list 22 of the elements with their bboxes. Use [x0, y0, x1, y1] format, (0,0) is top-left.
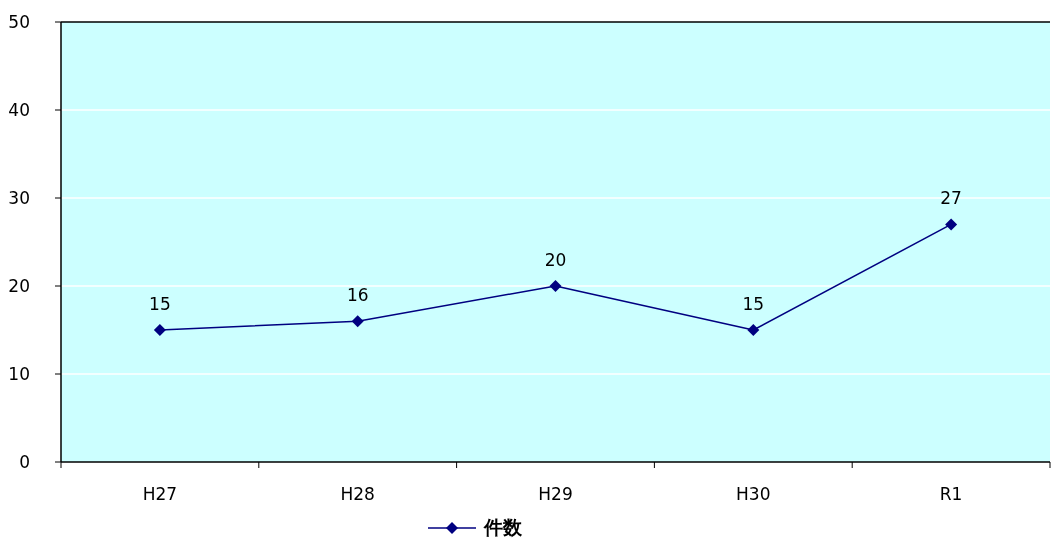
x-tick-label: H29	[538, 484, 573, 504]
y-tick-label: 10	[8, 364, 30, 384]
y-tick-label: 20	[8, 276, 30, 296]
data-label: 15	[742, 294, 765, 314]
point	[351, 315, 364, 328]
data-label: 15	[149, 294, 171, 314]
x-tick-label: R1	[939, 484, 963, 504]
y-tick-label: 50	[8, 12, 30, 32]
legend-label: 件数	[483, 516, 523, 538]
x-tick-label: H28	[340, 484, 375, 504]
point	[747, 324, 760, 336]
point	[153, 324, 166, 336]
point	[945, 218, 958, 231]
y-tick-label: 30	[8, 188, 30, 208]
y-tick-label: 0	[19, 452, 30, 472]
point	[549, 280, 562, 292]
x-tick-label: H30	[736, 484, 771, 504]
data-label: 27	[940, 188, 962, 209]
data-label: 16	[346, 285, 369, 306]
x-tick-label: H27	[142, 484, 178, 504]
data-label: 20	[544, 250, 567, 270]
y-tick-label: 40	[8, 100, 30, 120]
